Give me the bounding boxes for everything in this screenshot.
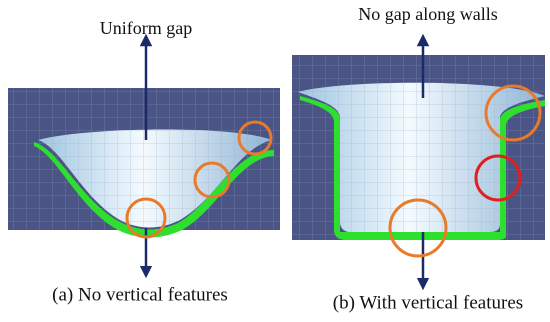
figure: Uniform gap (a) No vertical features No … [0,0,550,322]
caption: (b) With vertical features [333,292,523,313]
caption: (a) No vertical features [52,284,228,305]
panel-b: No gap along walls (b) With vertical fea… [292,4,545,313]
panel-a: Uniform gap (a) No vertical features [8,18,280,305]
top-label: Uniform gap [100,18,192,38]
top-label: No gap along walls [358,4,497,24]
